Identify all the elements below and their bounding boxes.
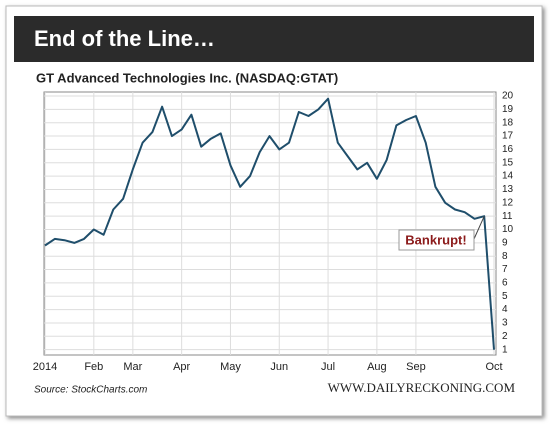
website: WWW.DAILYRECKONING.COM	[328, 380, 516, 395]
y-tick-label: 11	[502, 211, 513, 222]
y-tick-label: 20	[502, 91, 514, 102]
y-tick-label: 16	[502, 144, 514, 155]
price-line	[44, 97, 495, 350]
card	[5, 5, 543, 417]
annotation-box	[398, 229, 475, 251]
y-tick-label: 18	[502, 117, 514, 128]
x-tick-label: Jul	[321, 361, 335, 373]
x-tick-label: 2014	[33, 361, 57, 373]
y-tick-label: 15	[502, 157, 514, 168]
y-tick-label: 5	[502, 291, 508, 302]
y-tick-label: 9	[502, 237, 508, 248]
y-tick-label: 10	[502, 224, 514, 235]
y-tick-label: 3	[502, 318, 508, 329]
annotation-arrow	[473, 215, 485, 240]
header-bar	[14, 16, 534, 62]
y-tick-label: 6	[502, 278, 508, 289]
chart-title: End of the Line…	[34, 26, 215, 51]
plot-frame	[43, 91, 497, 356]
y-tick-label: 12	[502, 197, 514, 208]
y-tick-label: 13	[502, 184, 514, 195]
y-tick-label: 4	[502, 304, 508, 315]
x-tick-label: Feb	[84, 361, 103, 373]
x-tick-label: Mar	[123, 361, 142, 373]
y-tick-label: 8	[502, 251, 508, 262]
y-tick-label: 1	[502, 344, 508, 355]
x-tick-label: May	[220, 361, 241, 373]
y-tick-label: 19	[502, 104, 514, 115]
y-tick-label: 17	[502, 131, 514, 142]
x-tick-label: Apr	[173, 361, 190, 373]
x-tick-label: Oct	[485, 361, 502, 373]
x-tick-label: Aug	[367, 361, 387, 373]
x-tick-label: Jun	[270, 361, 288, 373]
annotation: Bankrupt!	[405, 232, 466, 247]
y-tick-label: 7	[502, 264, 508, 275]
x-tick-label: Sep	[406, 361, 426, 373]
y-tick-label: 2	[502, 331, 508, 342]
source: Source: StockCharts.com	[34, 385, 147, 396]
chart-subtitle: GT Advanced Technologies Inc. (NASDAQ:GT…	[36, 70, 338, 85]
y-tick-label: 14	[502, 171, 514, 182]
